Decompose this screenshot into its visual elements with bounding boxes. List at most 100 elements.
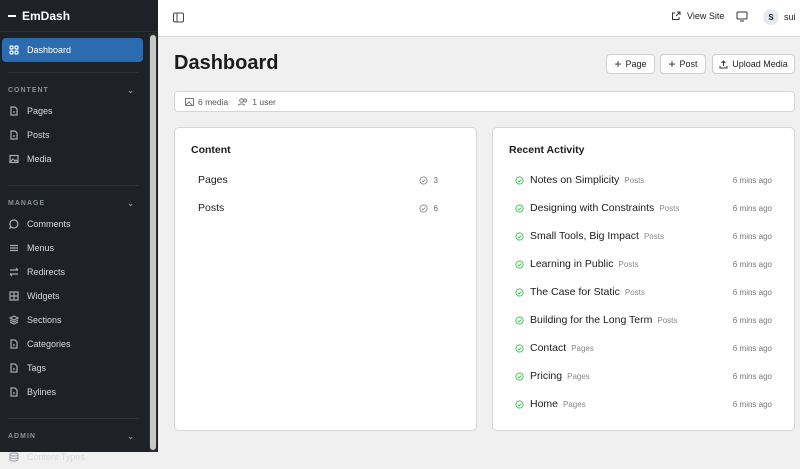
activity-time: 6 mins ago xyxy=(732,231,772,241)
new-page-button[interactable]: + Page xyxy=(606,54,655,74)
activity-title[interactable]: The Case for Static xyxy=(530,286,620,298)
media-count: 6 media xyxy=(198,96,229,107)
section-admin[interactable]: ADMIN ⌄ xyxy=(0,429,147,443)
plus-icon: + xyxy=(668,57,676,71)
count-value: 6 xyxy=(433,203,438,213)
upload-media-label: Upload Media xyxy=(732,59,788,69)
sidebar-item-dashboard[interactable]: Dashboard xyxy=(2,38,143,62)
activity-type: Posts xyxy=(657,315,678,325)
activity-type: Posts xyxy=(624,287,645,297)
sidebar-item-tags[interactable]: Tags xyxy=(0,356,147,380)
sidebar-item-comments[interactable]: Comments xyxy=(0,212,147,236)
activity-time: 6 mins ago xyxy=(732,399,772,409)
sidebar-item-pages[interactable]: Pages xyxy=(0,99,147,123)
activity-item[interactable]: Home Pages 6 mins ago xyxy=(515,397,772,411)
sidebar-item-categories[interactable]: Categories xyxy=(0,332,147,356)
activity-type: Posts xyxy=(618,259,639,269)
sidebar-item-label: Sections xyxy=(27,315,62,325)
count: 6 xyxy=(418,203,438,213)
chevron-down-icon: ⌄ xyxy=(127,431,135,441)
brand[interactable]: EmDash xyxy=(0,0,158,32)
activity-time: 6 mins ago xyxy=(732,287,772,297)
activity-title[interactable]: Building for the Long Term xyxy=(530,314,653,326)
activity-title[interactable]: Pricing xyxy=(530,370,563,382)
check-circle-icon xyxy=(418,203,428,213)
activity-item[interactable]: Contact Pages 6 mins ago xyxy=(515,341,772,355)
activity-title[interactable]: Small Tools, Big Impact xyxy=(530,230,639,242)
sidebar-item-content-types[interactable]: Content Types xyxy=(0,445,147,469)
activity-time: 6 mins ago xyxy=(732,315,772,325)
doc-icon xyxy=(10,106,18,116)
section-title: ADMIN xyxy=(8,432,36,440)
view-site-link[interactable]: View Site xyxy=(671,11,724,21)
check-circle-icon xyxy=(515,315,524,325)
menu-dash-icon xyxy=(8,14,16,17)
activity-time: 6 mins ago xyxy=(732,203,772,213)
activity-title[interactable]: Designing with Constraints xyxy=(530,202,655,214)
sidebar-toggle-icon xyxy=(173,12,184,23)
bubble-icon xyxy=(9,219,19,229)
sidebar-item-label: Content Types xyxy=(27,452,85,462)
divider xyxy=(8,185,139,186)
new-post-label: Post xyxy=(679,59,698,69)
activity-item[interactable]: Small Tools, Big Impact Posts 6 mins ago xyxy=(515,229,772,243)
new-page-label: Page xyxy=(625,59,647,69)
sidebar-item-redirects[interactable]: Redirects xyxy=(0,260,147,284)
card-title: Content xyxy=(191,144,231,156)
activity-title[interactable]: Notes on Simplicity xyxy=(530,174,620,186)
scrollbar-thumb[interactable] xyxy=(150,35,156,450)
brand-name: EmDash xyxy=(22,8,71,23)
count: 3 xyxy=(418,176,438,185)
doc-icon xyxy=(10,130,18,140)
sidebar-item-menus[interactable]: Menus xyxy=(0,236,147,260)
sidebar-item-posts[interactable]: Posts xyxy=(0,123,147,147)
doc-icon xyxy=(10,387,18,397)
activity-item[interactable]: Learning in Public Posts 6 mins ago xyxy=(515,257,772,271)
activity-item[interactable]: Notes on Simplicity Posts 6 mins ago xyxy=(515,173,772,187)
activity-title[interactable]: Contact xyxy=(530,342,567,354)
sidebar-item-widgets[interactable]: Widgets xyxy=(0,284,147,308)
grid4-icon xyxy=(9,291,19,301)
activity-item[interactable]: Designing with Constraints Posts 6 mins ag… xyxy=(515,201,772,215)
content-row-pages[interactable]: Pages 3 xyxy=(198,173,438,187)
db-icon xyxy=(9,452,19,462)
avatar: S xyxy=(763,9,779,25)
stats-bar: 6 media 1 user xyxy=(174,91,795,112)
sidebar-item-sections[interactable]: Sections xyxy=(0,308,147,332)
sidebar-item-media[interactable]: Media xyxy=(0,147,147,171)
activity-item[interactable]: The Case for Static Posts 6 mins ago xyxy=(515,285,772,299)
upload-icon xyxy=(719,59,728,68)
content-type-label: Posts xyxy=(198,202,225,214)
activity-title[interactable]: Home xyxy=(530,398,559,410)
sidebar-scrollbar[interactable] xyxy=(149,33,157,452)
sidebar-item-bylines[interactable]: Bylines xyxy=(0,380,147,404)
section-manage[interactable]: MANAGE ⌄ xyxy=(0,196,147,210)
toggle-sidebar-button[interactable] xyxy=(173,12,184,23)
section-content[interactable]: CONTENT ⌄ xyxy=(0,83,147,97)
plus-icon: + xyxy=(614,57,622,71)
preview-button[interactable] xyxy=(736,11,748,22)
check-circle-icon xyxy=(515,203,524,213)
activity-item[interactable]: Building for the Long Term Posts 6 mins ag… xyxy=(515,313,772,327)
activity-item[interactable]: Pricing Pages 6 mins ago xyxy=(515,369,772,383)
sidebar-item-label: Menus xyxy=(27,243,55,253)
activity-time: 6 mins ago xyxy=(732,259,772,269)
recent-activity-card: Recent Activity Notes on Simplicity Posts… xyxy=(492,127,795,431)
monitor-icon xyxy=(736,11,748,22)
activity-time: 6 mins ago xyxy=(732,371,772,381)
sidebar-item-label: Widgets xyxy=(27,291,60,301)
divider xyxy=(8,418,139,419)
check-circle-icon xyxy=(515,287,524,297)
card-title: Recent Activity xyxy=(509,144,585,156)
new-post-button[interactable]: + Post xyxy=(660,54,706,74)
activity-title[interactable]: Learning in Public xyxy=(530,258,614,270)
sidebar-nav: Dashboard CONTENT ⌄ Pages Posts Media MANAGE ⌄… xyxy=(0,38,147,469)
activity-time: 6 mins ago xyxy=(732,175,772,185)
view-site-label: View Site xyxy=(687,11,725,21)
content-row-posts[interactable]: Posts 6 xyxy=(198,201,438,215)
doc-icon xyxy=(10,363,18,373)
upload-media-button[interactable]: Upload Media xyxy=(712,54,795,74)
chevron-down-icon: ⌄ xyxy=(127,198,135,208)
